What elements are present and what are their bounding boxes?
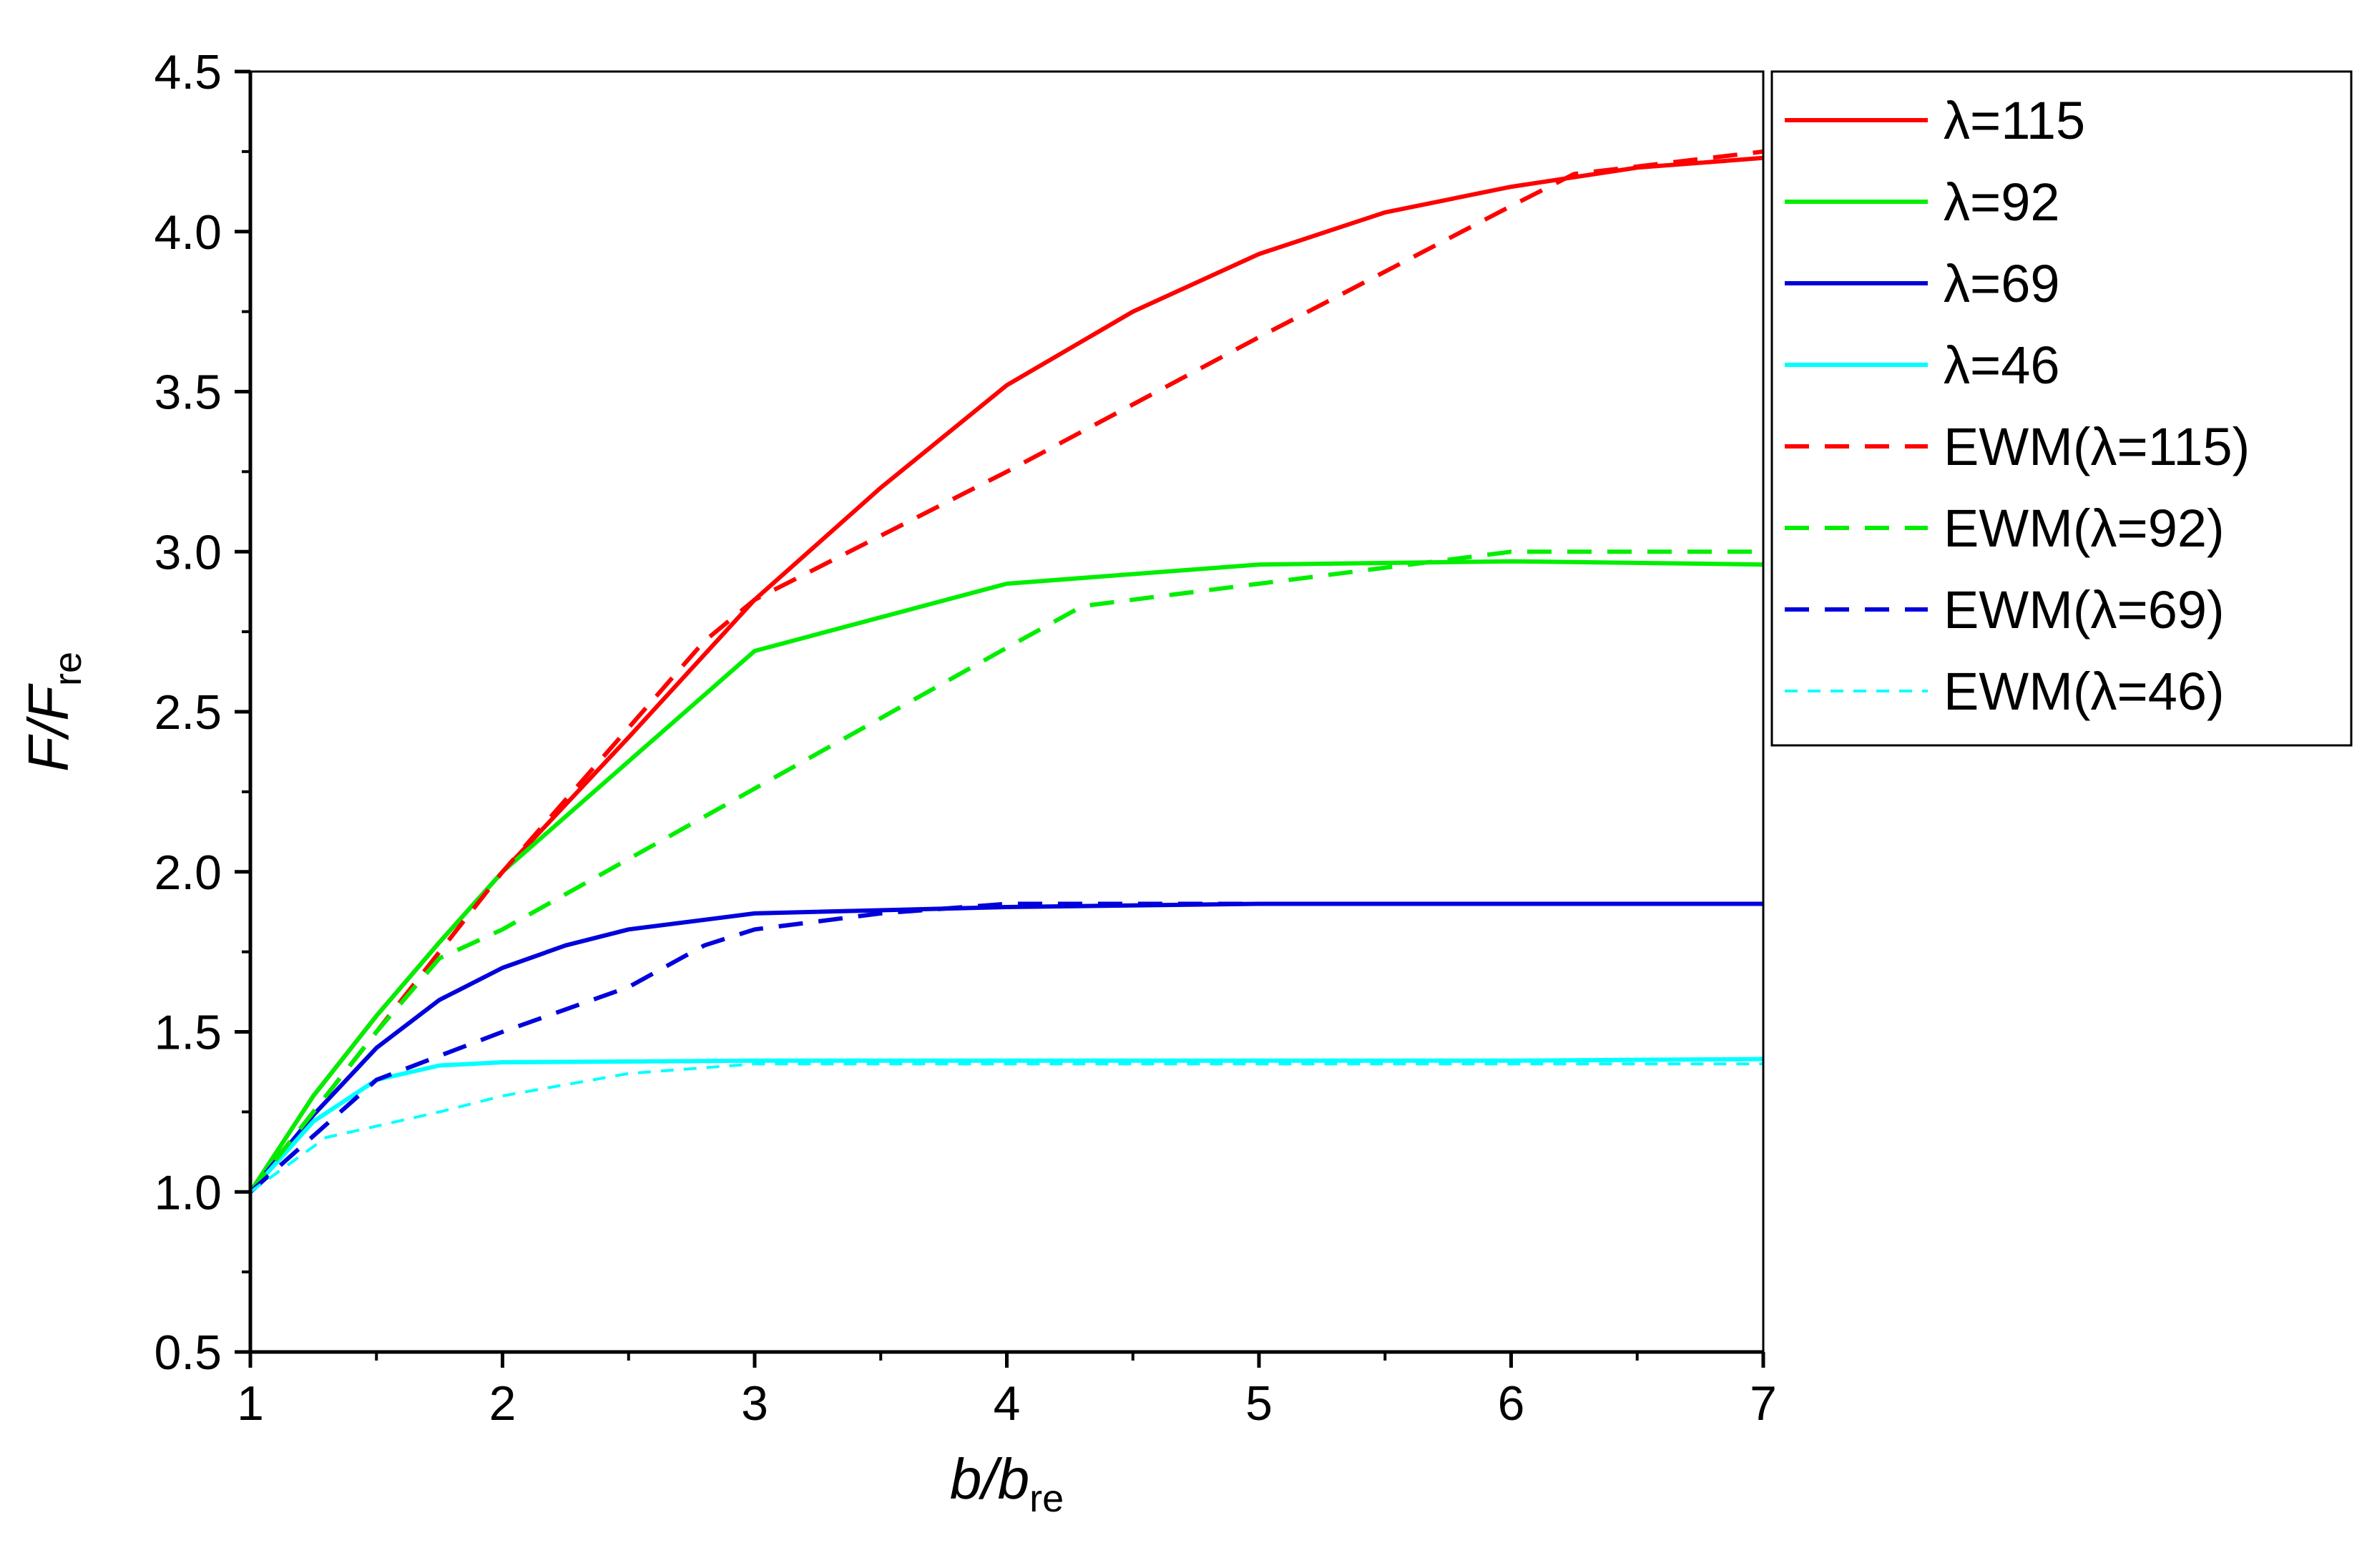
legend-label: EWM(λ=46) <box>1944 662 2225 721</box>
axes: 1 2 3 4 5 6 7 0.5 1.0 1.5 2.0 2.5 3.0 3.5 4.0 4.5 <box>154 45 1776 1431</box>
series-line-69 <box>248 901 1763 1194</box>
plot-lines <box>248 149 1764 1194</box>
y-tick-label: 0.5 <box>154 1326 222 1380</box>
series-line-ewm-69 <box>249 901 1763 1194</box>
legend-label: λ=46 <box>1944 335 2060 395</box>
series-line-46 <box>248 1057 1764 1194</box>
y-axis-title-sub: re <box>46 652 89 686</box>
x-axis-title-sub: re <box>1029 1477 1064 1520</box>
legend-label: λ=69 <box>1944 254 2060 313</box>
legend-label: λ=92 <box>1944 172 2060 232</box>
x-tick-label: 1 <box>237 1376 264 1431</box>
legend-label: λ=115 <box>1944 91 2085 150</box>
legend-label: EWM(λ=92) <box>1944 499 2225 558</box>
legend-box <box>1770 70 2353 747</box>
x-tick-label: 3 <box>741 1376 768 1431</box>
plot-frame <box>249 70 1765 1353</box>
y-tick-label: 3.0 <box>154 525 222 579</box>
x-tick-label: 2 <box>489 1376 516 1431</box>
series-line-ewm-46 <box>249 1062 1763 1193</box>
x-axis-title-main: b/b <box>950 1447 1029 1511</box>
y-tick-label: 4.0 <box>154 205 222 260</box>
legend: λ=115 λ=92 λ=69 λ=46 EWM(λ=115) EWM(λ=92) EWM(… <box>1770 70 2353 747</box>
series-line-115 <box>248 155 1764 1193</box>
series-line-ewm-115 <box>248 149 1764 1194</box>
x-axis-title: b/bre <box>950 1447 1064 1520</box>
legend-label: EWM(λ=115) <box>1944 417 2250 476</box>
y-tick-label: 2.0 <box>154 846 222 900</box>
legend-label: EWM(λ=69) <box>1944 580 2225 640</box>
x-tick-label: 5 <box>1245 1376 1273 1431</box>
x-tick-label: 6 <box>1498 1376 1525 1431</box>
y-axis-title: F/Fre <box>16 652 89 772</box>
y-tick-label: 4.5 <box>154 45 222 99</box>
y-tick-label: 1.0 <box>154 1165 222 1220</box>
y-tick-label: 3.5 <box>154 366 222 420</box>
series-line-ewm-92 <box>248 549 1763 1194</box>
x-tick-label: 4 <box>994 1376 1021 1431</box>
y-tick-label: 2.5 <box>154 685 222 740</box>
y-tick-label: 1.5 <box>154 1006 222 1060</box>
series-line-92 <box>248 559 1764 1193</box>
x-tick-label: 7 <box>1750 1376 1777 1431</box>
y-axis-title-main: F/F <box>16 683 80 772</box>
